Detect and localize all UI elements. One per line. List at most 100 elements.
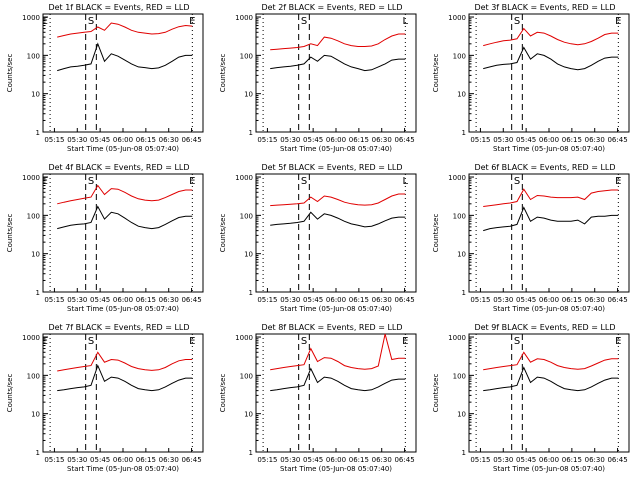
plot-frame — [255, 13, 417, 133]
y-tick-label: 1000 — [448, 334, 466, 342]
chart-title: Det 3f BLACK = Events, RED = LLD — [474, 3, 615, 12]
event-marker-label: E — [402, 336, 408, 347]
x-tick-label: 05:45 — [90, 456, 110, 464]
x-tick-label: 05:15 — [44, 136, 64, 144]
x-tick-label: 06:30 — [159, 456, 179, 464]
y-tick-label: 10 — [244, 411, 253, 419]
y-tick-label: 1000 — [235, 334, 253, 342]
y-tick-label: 1000 — [448, 174, 466, 182]
plot-frame — [255, 333, 417, 453]
event-marker-label: E — [189, 16, 195, 27]
x-tick-label: 05:15 — [44, 296, 64, 304]
x-tick-label: 05:30 — [67, 456, 87, 464]
y-axis-label: Counts/sec — [219, 374, 227, 413]
x-tick-label: 06:00 — [113, 296, 133, 304]
y-tick-label: 1000 — [22, 174, 40, 182]
series-lld-line — [57, 351, 193, 372]
chart-title: Det 9f BLACK = Events, RED = LLD — [474, 323, 615, 332]
x-axis-label: Start Time (05-Jun-08 05:07:40) — [280, 305, 392, 313]
x-axis-label: Start Time (05-Jun-08 05:07:40) — [67, 145, 179, 153]
event-marker-label: E — [42, 16, 48, 27]
x-tick-label: 05:15 — [470, 456, 490, 464]
x-tick-label: 05:30 — [67, 296, 87, 304]
y-axis-label: Counts/sec — [432, 214, 440, 253]
series-events-line — [483, 46, 619, 71]
chart-title: Det 7f BLACK = Events, RED = LLD — [48, 323, 189, 332]
y-tick-label: 10 — [244, 251, 253, 259]
y-tick-label: 1 — [249, 289, 253, 297]
event-marker-label: L — [403, 16, 409, 27]
x-tick-label: 06:30 — [585, 136, 605, 144]
x-tick-label: 05:45 — [516, 456, 536, 464]
x-tick-label: 06:00 — [326, 296, 346, 304]
y-tick-label: 100 — [453, 52, 466, 60]
event-marker-label: S — [301, 176, 307, 187]
y-tick-label: 10 — [244, 91, 253, 99]
y-tick-label: 100 — [27, 52, 40, 60]
chart-panel-7: Det 7f BLACK = Events, RED = LLD 1 10 100 10… — [6, 323, 204, 473]
y-tick-label: 1 — [249, 449, 253, 457]
y-tick-label: 10 — [31, 251, 40, 259]
y-tick-label: 10 — [31, 91, 40, 99]
chart-title: Det 8f BLACK = Events, RED = LLD — [261, 323, 402, 332]
x-tick-label: 05:30 — [280, 296, 300, 304]
series-lld-line — [57, 22, 193, 38]
y-tick-label: 1 — [462, 289, 466, 297]
x-tick-label: 06:30 — [372, 296, 392, 304]
y-tick-label: 10 — [457, 251, 466, 259]
event-marker-label: S — [88, 16, 94, 27]
x-axis-label: Start Time (05-Jun-08 05:07:40) — [493, 465, 605, 473]
y-tick-label: 1000 — [235, 174, 253, 182]
x-tick-label: 06:15 — [136, 296, 156, 304]
x-axis-label: Start Time (05-Jun-08 05:07:40) — [280, 145, 392, 153]
y-tick-label: 100 — [453, 212, 466, 220]
x-tick-label: 06:15 — [349, 456, 369, 464]
event-marker-label: S — [514, 336, 520, 347]
x-tick-label: 06:00 — [113, 456, 133, 464]
x-tick-label: 06:30 — [585, 456, 605, 464]
y-tick-label: 1000 — [22, 334, 40, 342]
x-tick-label: 06:45 — [394, 456, 414, 464]
chart-panel-9: Det 9f BLACK = Events, RED = LLD 1 10 100 10… — [432, 323, 630, 473]
plot-frame — [468, 173, 630, 293]
plot-frame — [42, 333, 204, 453]
event-marker-label: L — [403, 176, 409, 187]
x-tick-label: 05:15 — [257, 296, 277, 304]
y-axis-label: Counts/sec — [6, 374, 14, 413]
x-tick-label: 05:45 — [303, 136, 323, 144]
x-tick-label: 06:30 — [159, 296, 179, 304]
x-axis-label: Start Time (05-Jun-08 05:07:40) — [493, 305, 605, 313]
x-axis-label: Start Time (05-Jun-08 05:07:40) — [67, 465, 179, 473]
x-tick-label: 06:30 — [585, 296, 605, 304]
y-axis-label: Counts/sec — [219, 214, 227, 253]
y-axis-label: Counts/sec — [432, 374, 440, 413]
x-tick-label: 06:45 — [394, 296, 414, 304]
series-events-line — [57, 205, 193, 230]
event-marker-label: E — [189, 336, 195, 347]
event-marker-label: E — [615, 16, 621, 27]
y-tick-label: 1 — [36, 449, 40, 457]
x-tick-label: 05:30 — [493, 136, 513, 144]
y-tick-label: 1 — [249, 129, 253, 137]
x-tick-label: 06:30 — [372, 456, 392, 464]
y-tick-label: 100 — [27, 372, 40, 380]
x-tick-label: 05:30 — [280, 456, 300, 464]
series-lld-line — [270, 33, 406, 51]
x-tick-label: 05:30 — [67, 136, 87, 144]
x-tick-label: 05:15 — [470, 296, 490, 304]
x-tick-label: 06:45 — [607, 136, 627, 144]
x-tick-label: 05:45 — [516, 136, 536, 144]
x-tick-label: 06:15 — [349, 296, 369, 304]
chart-title: Det 6f BLACK = Events, RED = LLD — [474, 163, 615, 172]
event-marker-label: E — [615, 176, 621, 187]
y-tick-label: 1 — [462, 129, 466, 137]
y-axis-label: Counts/sec — [6, 54, 14, 93]
chart-title: Det 2f BLACK = Events, RED = LLD — [261, 3, 402, 12]
chart-title: Det 5f BLACK = Events, RED = LLD — [261, 163, 402, 172]
event-marker-label: S — [88, 336, 94, 347]
x-tick-label: 05:15 — [44, 456, 64, 464]
x-tick-label: 06:45 — [607, 296, 627, 304]
event-marker-label: S — [301, 16, 307, 27]
y-tick-label: 100 — [240, 372, 253, 380]
x-tick-label: 05:45 — [303, 456, 323, 464]
